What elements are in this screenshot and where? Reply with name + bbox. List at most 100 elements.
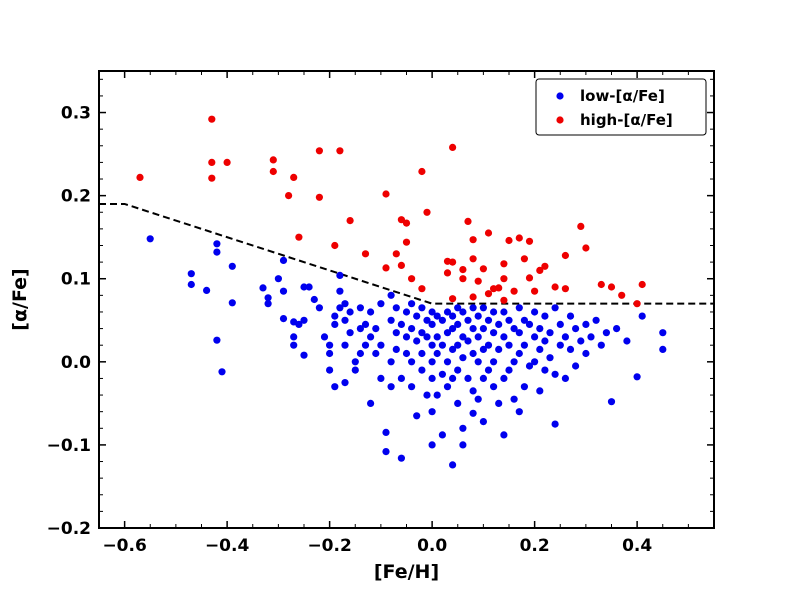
scatter-point <box>361 341 370 349</box>
scatter-point <box>367 308 375 316</box>
legend: low-[α/Fe] high-[α/Fe] <box>535 78 707 136</box>
scatter-point <box>428 441 436 449</box>
scatter-point <box>520 316 529 324</box>
scatter-point <box>326 366 334 374</box>
scatter-point <box>397 216 405 224</box>
scatter-point <box>474 333 482 341</box>
scatter-point <box>510 325 518 333</box>
scatter-point <box>505 366 513 374</box>
scatter-point <box>408 275 416 283</box>
scatter-point <box>213 240 221 248</box>
scatter-point <box>541 366 549 374</box>
scatter-point <box>223 158 231 166</box>
scatter-point <box>474 395 482 403</box>
scatter-point <box>356 304 364 312</box>
scatter-point <box>474 358 482 366</box>
legend-marker-low-alpha <box>556 92 564 100</box>
scatter-point <box>208 115 216 123</box>
scatter-point <box>423 391 431 399</box>
scatter-point <box>459 308 467 316</box>
scatter-point <box>623 337 631 345</box>
scatter-point <box>597 341 605 349</box>
scatter-point <box>454 320 462 328</box>
scatter-point <box>402 238 411 246</box>
scatter-point <box>418 366 426 374</box>
scatter-point <box>500 296 508 304</box>
scatter-point <box>336 287 344 295</box>
scatter-point <box>484 290 493 298</box>
scatter-point <box>382 190 390 198</box>
scatter-point <box>474 312 482 320</box>
scatter-point <box>618 291 626 299</box>
scatter-point <box>397 320 405 328</box>
scatter-point <box>459 424 467 432</box>
scatter-point <box>541 312 549 320</box>
scatter-point <box>479 265 487 273</box>
scatter-point <box>408 300 416 308</box>
x-tick-label: 0.4 <box>622 536 652 556</box>
scatter-point <box>659 329 667 337</box>
scatter-point <box>443 308 452 316</box>
scatter-point <box>361 250 370 258</box>
scatter-point <box>510 287 518 295</box>
scatter-point <box>459 333 467 341</box>
scatter-point <box>520 341 529 349</box>
scatter-point <box>213 248 221 256</box>
scatter-point <box>449 374 457 382</box>
scatter-point <box>392 304 400 312</box>
scatter-point <box>428 374 436 382</box>
scatter-point <box>515 349 523 358</box>
scatter-point <box>515 304 523 312</box>
scatter-point <box>515 234 523 242</box>
scatter-point <box>525 237 534 245</box>
scatter-point <box>428 408 436 416</box>
scatter-point <box>469 409 477 417</box>
scatter-point <box>520 255 529 263</box>
scatter-point <box>336 147 344 155</box>
axes-group <box>98 70 715 529</box>
scatter-point <box>633 300 641 308</box>
scatter-point <box>490 308 498 316</box>
scatter-point <box>500 260 508 268</box>
y-tick-label: 0.3 <box>61 104 91 124</box>
scatter-point <box>510 395 518 403</box>
scatter-point <box>577 337 585 345</box>
scatter-point <box>346 329 354 337</box>
series-low-alpha <box>146 235 667 469</box>
scatter-point <box>484 316 493 324</box>
scatter-point <box>536 387 544 395</box>
scatter-point <box>402 349 411 358</box>
scatter-point <box>361 320 370 328</box>
dividing-line <box>99 202 714 305</box>
scatter-point <box>479 304 487 312</box>
scatter-point <box>449 143 457 151</box>
scatter-point <box>208 158 216 166</box>
scatter-point <box>561 251 570 260</box>
scatter-point <box>418 285 426 293</box>
scatter-point <box>607 283 616 291</box>
scatter-point <box>392 329 400 337</box>
scatter-point <box>454 304 462 312</box>
scatter-point <box>331 383 339 391</box>
scatter-point <box>633 373 641 381</box>
scatter-point <box>418 349 426 358</box>
scatter-point <box>433 333 441 341</box>
scatter-point <box>326 349 334 358</box>
scatter-point <box>423 333 431 341</box>
scatter-point <box>459 266 467 274</box>
scatter-point <box>613 325 621 333</box>
scatter-point <box>484 341 493 349</box>
legend-box <box>535 78 707 136</box>
scatter-point <box>377 374 385 382</box>
plot-frame <box>98 70 715 529</box>
scatter-point <box>454 399 462 407</box>
scatter-point <box>372 325 380 333</box>
scatter-point <box>392 250 400 258</box>
scatter-point <box>602 329 611 337</box>
scatter-point <box>582 320 590 328</box>
scatter-point <box>469 304 477 312</box>
scatter-point <box>582 349 590 358</box>
scatter-point <box>356 325 364 333</box>
scatter-point <box>536 325 544 333</box>
scatter-point <box>367 333 375 341</box>
